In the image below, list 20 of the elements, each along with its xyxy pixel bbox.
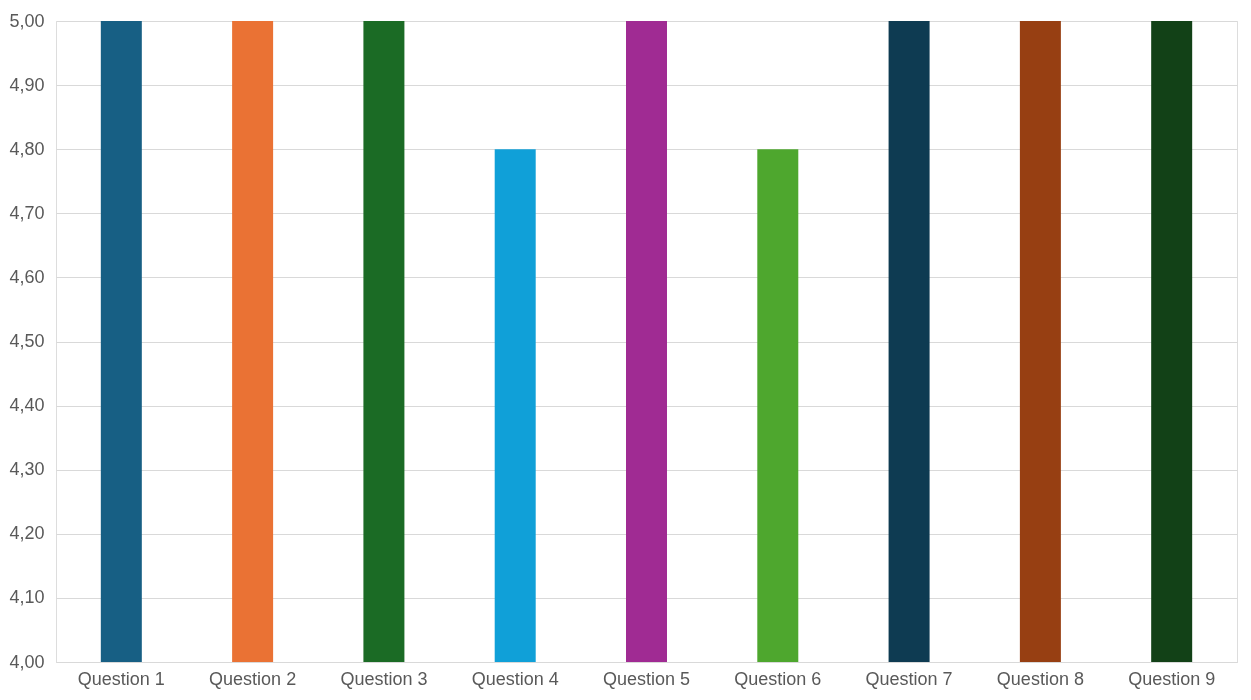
x-tick-label: Question 3 [340, 668, 428, 689]
x-tick-label: Question 2 [209, 668, 297, 689]
y-tick-label: 4,10 [9, 587, 45, 608]
x-tick-label: Question 5 [602, 668, 691, 689]
x-tick-label: Question 8 [996, 668, 1084, 689]
x-tick-label: Question 9 [1128, 668, 1216, 689]
y-tick-label: 4,50 [9, 331, 45, 351]
y-tick-label: 5,00 [9, 10, 45, 31]
y-tick-label: 4,40 [9, 395, 45, 416]
y-tick-label: 4,20 [9, 523, 45, 544]
y-tick-label: 4,90 [9, 74, 45, 95]
x-tick-label: Question 6 [734, 668, 822, 689]
y-tick-label: 4,70 [9, 202, 45, 223]
y-tick-label: 4,30 [9, 459, 45, 480]
y-tick-label: 4,00 [9, 651, 45, 672]
x-tick-label: Question 4 [471, 668, 559, 689]
y-tick-label: 4,80 [9, 138, 45, 159]
x-tick-label: Question 1 [77, 668, 165, 689]
x-tick-label: Question 7 [865, 668, 953, 689]
y-tick-label: 4,60 [9, 266, 45, 287]
